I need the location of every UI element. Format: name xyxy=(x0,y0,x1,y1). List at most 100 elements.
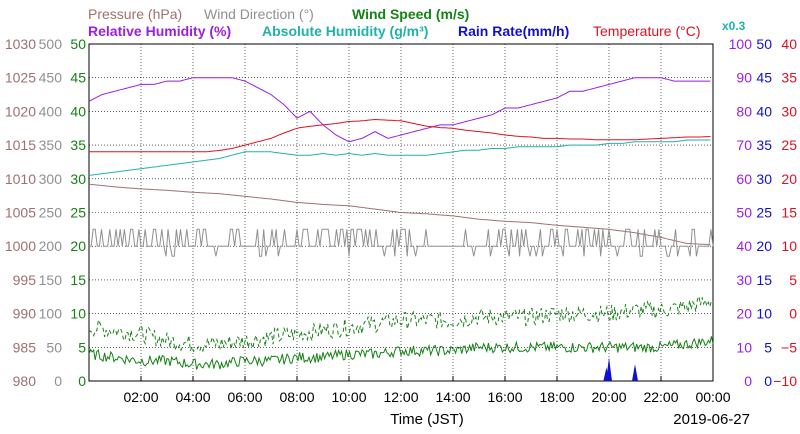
y-tick-label: 35 xyxy=(756,137,772,153)
y-tick-label: 15 xyxy=(781,205,797,221)
y-tick-label: 100 xyxy=(729,36,753,52)
series-temperature-c-line xyxy=(89,118,711,153)
series-relative-humidity-line xyxy=(88,77,711,143)
y-tick-label: 0 xyxy=(54,373,62,389)
legend-absolute-humidity: Absolute Humidity (g/m³) xyxy=(262,23,428,39)
y-tick-label: 40 xyxy=(736,238,752,254)
y-tick-label: 70 xyxy=(736,137,752,153)
series-pressure-hpa-line xyxy=(88,183,711,246)
x-tick-label: 20:00 xyxy=(591,389,626,405)
y-tick-label: 35 xyxy=(70,137,86,153)
legend-wind-speed: Wind Speed (m/s) xyxy=(352,6,469,22)
y-tick-label: 5 xyxy=(78,339,86,355)
legend-row-2: Relative Humidity (%) Absolute Humidity … xyxy=(88,19,746,39)
y-tick-label: 20 xyxy=(736,306,752,322)
y-tick-label: 20 xyxy=(781,171,797,187)
y-tick-label: 1005 xyxy=(5,205,36,221)
y-tick-label: 0 xyxy=(789,306,797,322)
y-tick-label: 0 xyxy=(78,373,86,389)
grid-lines xyxy=(89,44,713,381)
y-tick-label: 1015 xyxy=(5,137,36,153)
y-tick-label: −5 xyxy=(781,339,797,355)
x-tick-label: 14:00 xyxy=(435,389,470,405)
y-tick-label: 300 xyxy=(39,171,63,187)
y-tick-label: 990 xyxy=(13,306,37,322)
y-tick-label: 500 xyxy=(39,36,63,52)
y-tick-label: 150 xyxy=(39,272,63,288)
series-wind-speed-m-s-gust-line xyxy=(88,294,714,353)
y-tick-label: 40 xyxy=(70,103,86,119)
y-tick-label: 350 xyxy=(39,137,63,153)
y-tick-label: 10 xyxy=(756,306,772,322)
legend-row-1: Pressure (hPa) Wind Direction (°) Wind S… xyxy=(88,6,469,22)
series-rain-rate-mm-h-bar xyxy=(606,357,612,381)
series-wind-direction-line xyxy=(89,228,714,257)
y-tick-label: 45 xyxy=(756,70,772,86)
legend-abs-humidity-scale: x0.3 xyxy=(722,19,746,33)
y-tick-label: 1010 xyxy=(5,171,36,187)
y-tick-label: 40 xyxy=(756,103,772,119)
y-tick-label: −10 xyxy=(773,373,797,389)
x-tick-label: 02:00 xyxy=(123,389,158,405)
legend-pressure: Pressure (hPa) xyxy=(88,6,182,22)
axis-tick-labels: 1030102510201015101010051000995990985980… xyxy=(5,36,797,405)
series-absolute-humidity-g-m-x0-3-line xyxy=(88,139,711,176)
y-tick-label: 30 xyxy=(756,171,772,187)
y-tick-label: 15 xyxy=(756,272,772,288)
y-tick-label: 0 xyxy=(764,373,772,389)
x-tick-label: 08:00 xyxy=(279,389,314,405)
y-tick-label: 20 xyxy=(756,238,772,254)
x-tick-label: 10:00 xyxy=(331,389,366,405)
x-tick-label: 06:00 xyxy=(227,389,262,405)
y-tick-label: 10 xyxy=(70,306,86,322)
legend-wind-direction: Wind Direction (°) xyxy=(204,6,314,22)
y-tick-label: 50 xyxy=(46,339,62,355)
y-tick-label: 250 xyxy=(39,205,63,221)
y-tick-label: 450 xyxy=(39,70,63,86)
x-tick-label: 00:00 xyxy=(695,389,730,405)
y-tick-label: 10 xyxy=(736,339,752,355)
y-tick-label: 30 xyxy=(736,272,752,288)
y-tick-label: 400 xyxy=(39,103,63,119)
legend-rain-rate: Rain Rate(mm/h) xyxy=(458,23,569,39)
date-label: 2019-06-27 xyxy=(673,411,750,428)
x-tick-label: 04:00 xyxy=(175,389,210,405)
y-tick-label: 5 xyxy=(764,339,772,355)
y-tick-label: 25 xyxy=(781,137,797,153)
y-tick-label: 0 xyxy=(744,373,752,389)
y-tick-label: 25 xyxy=(70,205,86,221)
y-tick-label: 20 xyxy=(70,238,86,254)
y-tick-label: 50 xyxy=(756,36,772,52)
y-tick-label: 985 xyxy=(13,339,37,355)
y-tick-label: 1020 xyxy=(5,103,36,119)
y-tick-label: 1000 xyxy=(5,238,36,254)
y-tick-label: 15 xyxy=(70,272,86,288)
y-tick-label: 30 xyxy=(781,103,797,119)
y-tick-label: 200 xyxy=(39,238,63,254)
y-tick-label: 1025 xyxy=(5,70,36,86)
y-tick-label: 1030 xyxy=(5,36,36,52)
x-tick-label: 12:00 xyxy=(383,389,418,405)
x-tick-label: 22:00 xyxy=(643,389,678,405)
y-tick-label: 980 xyxy=(13,373,37,389)
x-tick-label: 18:00 xyxy=(539,389,574,405)
legend-relative-humidity: Relative Humidity (%) xyxy=(88,23,231,39)
x-tick-label: 16:00 xyxy=(487,389,522,405)
y-tick-label: 50 xyxy=(736,205,752,221)
y-tick-label: 10 xyxy=(781,238,797,254)
y-tick-label: 30 xyxy=(70,171,86,187)
y-tick-label: 60 xyxy=(736,171,752,187)
series-group xyxy=(88,77,714,381)
series-rain-rate-mm-h-bar xyxy=(632,364,638,381)
legend-temperature: Temperature (°C) xyxy=(593,23,701,39)
y-tick-label: 25 xyxy=(756,205,772,221)
y-tick-label: 50 xyxy=(70,36,86,52)
y-tick-label: 80 xyxy=(736,103,752,119)
x-axis-label: Time (JST) xyxy=(390,411,464,428)
y-tick-label: 90 xyxy=(736,70,752,86)
y-tick-label: 45 xyxy=(70,70,86,86)
y-tick-label: 35 xyxy=(781,70,797,86)
series-wind-speed-m-s-line xyxy=(88,336,714,370)
y-tick-label: 100 xyxy=(39,306,63,322)
